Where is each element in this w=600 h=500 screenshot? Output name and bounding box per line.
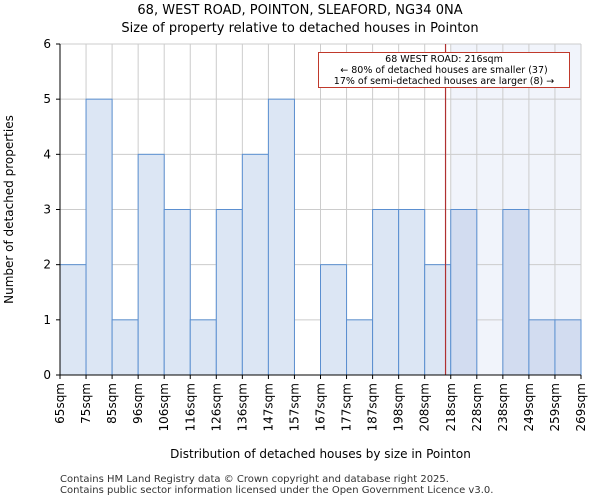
- x-tick-label-9: 157sqm: [287, 383, 301, 431]
- callout-line-1: 68 WEST ROAD: 216sqm: [385, 54, 503, 65]
- x-tick-label-15: 218sqm: [444, 383, 458, 431]
- x-tick-label-10: 167sqm: [314, 383, 328, 431]
- chart-title: 68, WEST ROAD, POINTON, SLEAFORD, NG34 0…: [137, 3, 463, 18]
- bar-65sqm: [59, 264, 87, 376]
- bar-85sqm: [111, 319, 139, 376]
- chart-subtitle: Size of property relative to detached ho…: [121, 21, 479, 36]
- x-axis-title: Distribution of detached houses by size …: [170, 447, 471, 461]
- x-tick-label-16: 228sqm: [470, 383, 484, 431]
- bar-218sqm: [450, 209, 478, 376]
- bar-177sqm: [346, 319, 374, 376]
- bar-136sqm: [241, 153, 269, 376]
- y-tick-label-1: 1: [43, 313, 51, 327]
- x-tick-label-20: 269sqm: [574, 383, 588, 431]
- footer-line-2: Contains public sector information licen…: [60, 485, 494, 496]
- y-tick-label-3: 3: [43, 203, 51, 217]
- x-tick-label-18: 249sqm: [522, 383, 536, 431]
- x-tick-label-2: 85sqm: [105, 383, 119, 424]
- x-tick-label-7: 136sqm: [235, 383, 249, 431]
- x-tick-label-12: 187sqm: [366, 383, 380, 431]
- bar-167sqm: [320, 264, 348, 376]
- y-tick-label-0: 0: [43, 368, 51, 382]
- x-tick-label-14: 208sqm: [418, 383, 432, 431]
- x-tick-label-3: 96sqm: [131, 383, 145, 424]
- property-callout: 68 WEST ROAD: 216sqm ← 80% of detached h…: [318, 52, 570, 88]
- x-tick-label-8: 147sqm: [261, 383, 275, 431]
- bar-249sqm: [528, 319, 556, 376]
- bar-198sqm: [398, 209, 426, 376]
- bar-96sqm: [137, 153, 165, 376]
- x-tick-label-1: 75sqm: [79, 383, 93, 424]
- bar-126sqm: [215, 209, 243, 376]
- footer-line-1: Contains HM Land Registry data © Crown c…: [60, 474, 449, 485]
- bar-208sqm: [424, 264, 452, 376]
- x-tick-label-17: 238sqm: [496, 383, 510, 431]
- y-tick-label-2: 2: [43, 258, 51, 272]
- bar-116sqm: [189, 319, 217, 376]
- callout-line-3: 17% of semi-detached houses are larger (…: [333, 76, 555, 87]
- bar-75sqm: [85, 98, 113, 376]
- x-tick-label-13: 198sqm: [392, 383, 406, 431]
- bar-106sqm: [163, 209, 191, 376]
- callout-line-2: ← 80% of detached houses are smaller (37…: [340, 65, 548, 76]
- x-tick-label-11: 177sqm: [340, 383, 354, 431]
- x-tick-label-0: 65sqm: [53, 383, 67, 424]
- bar-238sqm: [502, 209, 530, 376]
- y-tick-label-6: 6: [43, 37, 51, 51]
- x-tick-label-6: 126sqm: [209, 383, 223, 431]
- bar-259sqm: [554, 319, 582, 376]
- bar-187sqm: [372, 209, 400, 376]
- y-axis-title: Number of detached properties: [2, 115, 16, 304]
- y-tick-label-4: 4: [43, 147, 51, 161]
- x-tick-label-19: 259sqm: [548, 383, 562, 431]
- bar-147sqm: [267, 98, 295, 376]
- y-tick-label-5: 5: [43, 92, 51, 106]
- x-tick-label-4: 106sqm: [157, 383, 171, 431]
- x-tick-label-5: 116sqm: [183, 383, 197, 431]
